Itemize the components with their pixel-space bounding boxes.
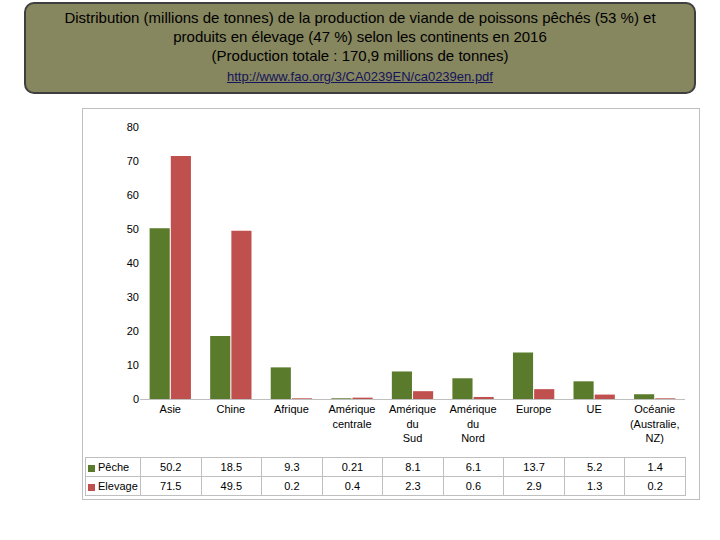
svg-text:40: 40 bbox=[127, 257, 139, 269]
svg-text:70: 70 bbox=[127, 155, 139, 167]
html-text:6.1: 6.1 bbox=[465, 461, 482, 473]
html-text:49.5: 49.5 bbox=[220, 480, 242, 492]
html-text:0.21: 0.21 bbox=[341, 461, 364, 473]
svg-text:Chine: Chine bbox=[216, 403, 245, 415]
html-text:0.4: 0.4 bbox=[344, 480, 361, 492]
svg-text:AmériqueduSud: AmériqueduSud bbox=[389, 403, 436, 444]
svg-text:80: 80 bbox=[127, 121, 139, 133]
svg-text:UE: UE bbox=[587, 403, 602, 415]
html-text:Elevage: Elevage bbox=[98, 480, 138, 492]
html-text:50.2: 50.2 bbox=[160, 461, 182, 473]
html-text:9.3: 9.3 bbox=[284, 461, 300, 473]
html-text:1.4: 1.4 bbox=[647, 461, 663, 473]
html-text:71.5: 71.5 bbox=[160, 480, 182, 492]
svg-text:20: 20 bbox=[127, 325, 139, 337]
svg-text:Europe: Europe bbox=[516, 403, 551, 415]
svg-text:Océanie(Australie,NZ): Océanie(Australie,NZ) bbox=[630, 403, 680, 444]
html-text:Distribution (millions de tonn: Distribution (millions de tonnes) de la … bbox=[64, 9, 656, 45]
svg-text:30: 30 bbox=[127, 291, 139, 303]
svg-text:Asie: Asie bbox=[160, 403, 181, 415]
html-text:5.2: 5.2 bbox=[587, 461, 603, 473]
svg-text:50: 50 bbox=[127, 223, 139, 235]
html-text:0.2: 0.2 bbox=[284, 480, 300, 492]
svg-text:10: 10 bbox=[127, 359, 139, 371]
svg-text:AmériqueduNord: AmériqueduNord bbox=[450, 403, 497, 444]
svg-text:0: 0 bbox=[133, 393, 139, 405]
html-text:http://www.fao.org/3/CA0239EN/: http://www.fao.org/3/CA0239EN/ca0239en.p… bbox=[227, 69, 493, 84]
html-text:8.1: 8.1 bbox=[405, 461, 421, 473]
svg-text:Afrique: Afrique bbox=[274, 403, 309, 415]
html-text:13.7: 13.7 bbox=[523, 461, 545, 473]
svg-text:60: 60 bbox=[127, 189, 139, 201]
html-text:Pêche: Pêche bbox=[98, 461, 130, 473]
svg-text:Amériquecentrale: Amériquecentrale bbox=[328, 403, 375, 429]
html-text:18.5: 18.5 bbox=[220, 461, 242, 473]
html-text:1.3: 1.3 bbox=[587, 480, 603, 492]
html-text:0.6: 0.6 bbox=[465, 480, 482, 492]
html-text:(Production totale : 170,9 mil: (Production totale : 170,9 millions de t… bbox=[211, 47, 509, 64]
html-text:2.3: 2.3 bbox=[405, 480, 421, 492]
html-text:0.2: 0.2 bbox=[647, 480, 663, 492]
html-text:2.9: 2.9 bbox=[526, 480, 542, 492]
